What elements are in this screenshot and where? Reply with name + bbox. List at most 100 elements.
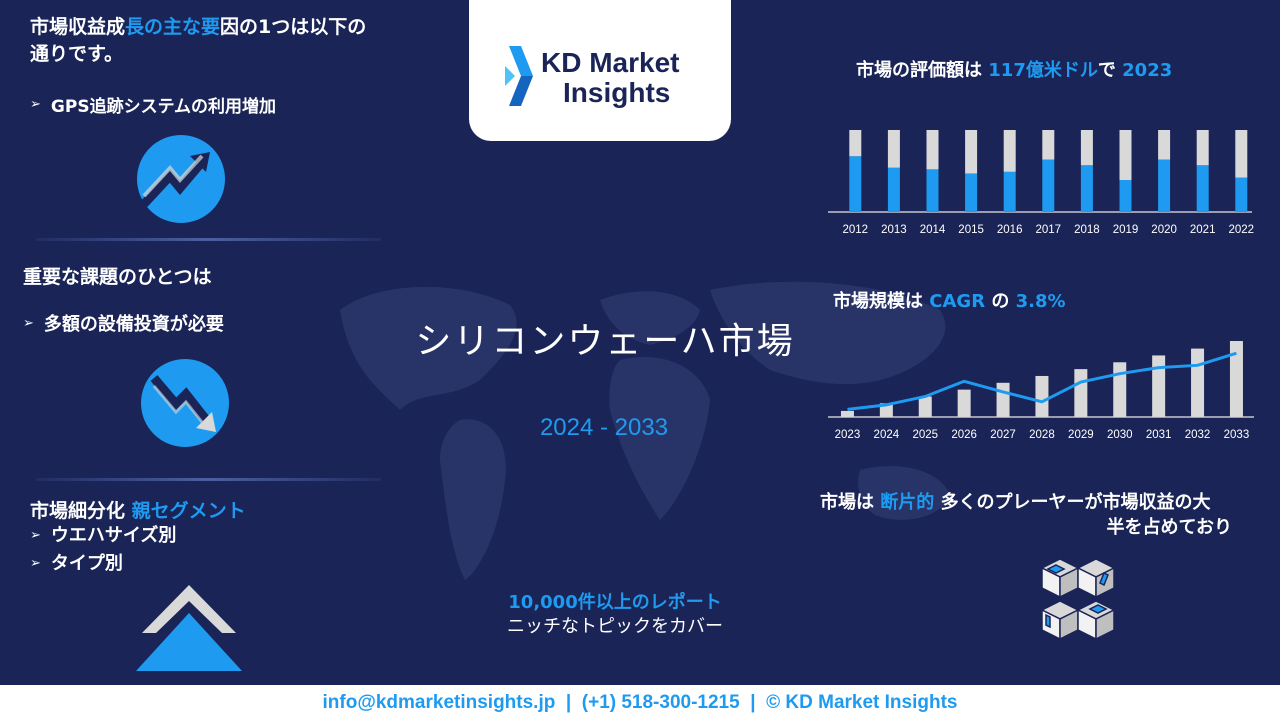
- x-tick-label: 2033: [1224, 429, 1250, 441]
- cagr-heading: 市場規模は CAGR の 3.8%: [833, 287, 1066, 313]
- bar-segment-blue: [1158, 159, 1171, 212]
- bar-segment-grey: [926, 130, 939, 170]
- bar-segment-grey: [1235, 130, 1248, 178]
- logo-line-1: KD Market: [541, 47, 680, 78]
- challenge-heading: 重要な課題のひとつは: [23, 266, 212, 288]
- bar-segment-grey: [1042, 130, 1055, 160]
- footer-contact[interactable]: info@kdmarketinsights.jp | (+1) 518-300-…: [322, 691, 958, 713]
- bar-segment-blue: [849, 156, 862, 212]
- bar-segment-blue: [1196, 165, 1209, 212]
- forecast-bar: [1113, 362, 1127, 417]
- frag-highlight: 断片的: [880, 492, 935, 513]
- x-tick-label: 2017: [1036, 224, 1062, 236]
- segment-item-label: ウエハサイズ別: [50, 525, 177, 546]
- bar-segment-blue: [965, 173, 978, 212]
- logo-card: KD Market Insights: [469, 0, 731, 141]
- bar-segment-grey: [1196, 130, 1209, 166]
- x-tick-label: 2028: [1029, 429, 1055, 441]
- forecast-bar: [1191, 348, 1205, 417]
- bar-segment-grey: [887, 130, 900, 168]
- driver-item-label: GPS追跡システムの利用増加: [50, 97, 277, 117]
- segment-heading-text: 市場細分化: [30, 500, 126, 522]
- cagr-value: 3.8%: [1015, 291, 1066, 312]
- x-tick-label: 2023: [835, 429, 861, 441]
- footer: info@kdmarketinsights.jp | (+1) 518-300-…: [0, 685, 1280, 720]
- x-tick-label: 2027: [990, 429, 1016, 441]
- x-tick-label: 2016: [997, 224, 1023, 236]
- kd-logo-mark-icon: [505, 46, 533, 106]
- x-tick-label: 2021: [1190, 224, 1216, 236]
- trend-up-icon: [137, 135, 225, 223]
- driver-item: ➢ GPS追跡システムの利用増加: [30, 92, 276, 117]
- forecast-bar: [1074, 369, 1088, 417]
- x-tick-label: 2020: [1151, 224, 1177, 236]
- x-tick-label: 2026: [951, 429, 977, 441]
- drivers-heading-highlight: 長の主な要: [125, 16, 221, 38]
- x-tick-label: 2013: [881, 224, 907, 236]
- forecast-bar: [1035, 375, 1049, 417]
- bar-segment-blue: [1119, 180, 1132, 212]
- x-tick-label: 2025: [912, 429, 938, 441]
- bar-segment-grey: [1119, 130, 1132, 181]
- bar-segment-blue: [1003, 171, 1016, 212]
- valuation-text: 市場の評価額は: [856, 60, 982, 81]
- driver-list: ➢ GPS追跡システムの利用増加: [30, 92, 276, 117]
- challenge-list: ➢ 多額の設備投資が必要: [23, 310, 224, 336]
- drivers-heading-text-3: 通りです。: [30, 43, 124, 65]
- page-title: シリコンウェーハ市場: [415, 321, 795, 362]
- segment-list: ➢ ウエハサイズ別 ➢ タイプ別: [30, 522, 176, 578]
- bar-segment-blue: [887, 167, 900, 212]
- bar-segment-blue: [1235, 177, 1248, 212]
- frag-text-2: 多くのプレーヤーが市場収益の大: [940, 492, 1211, 513]
- chevron-right-icon: ➢: [30, 528, 41, 543]
- trend-line: [847, 351, 1237, 411]
- x-tick-label: 2022: [1229, 224, 1255, 236]
- challenge-item: ➢ 多額の設備投資が必要: [23, 310, 224, 336]
- valuation-heading: 市場の評価額は 117億米ドルで 2023: [856, 56, 1172, 82]
- segment-heading-highlight: 親セグメント: [131, 500, 246, 522]
- forecast-bar: [840, 410, 854, 417]
- x-tick-label: 2030: [1107, 429, 1133, 441]
- frag-text: 市場は: [820, 492, 874, 513]
- valuation-year: 2023: [1122, 60, 1173, 81]
- forecast-bar: [918, 396, 932, 417]
- world-map-background: [340, 281, 950, 580]
- cagr-label: CAGR: [929, 291, 986, 312]
- forecast-bar-chart: 2023 2024 2025 2026 2027 2028 2029 2030 2031 2032…: [828, 341, 1254, 441]
- forecast-period: 2024 - 2033: [539, 414, 669, 441]
- drivers-heading-text: 市場収益成: [30, 16, 126, 38]
- drivers-heading: 市場収益成長の主な要因の1つは以下の 通りです。: [30, 14, 420, 68]
- x-tick-label: 2018: [1074, 224, 1100, 236]
- x-tick-label: 2019: [1113, 224, 1139, 236]
- challenge-item-label: 多額の設備投資が必要: [43, 314, 224, 335]
- chevron-right-icon: ➢: [30, 556, 41, 571]
- segment-item-label: タイプ別: [50, 553, 123, 574]
- triangle-up-icon: [136, 585, 242, 671]
- drivers-heading-text-2: 因の1つは以下の: [220, 16, 367, 38]
- valuation-text-2: で: [1097, 60, 1116, 81]
- x-tick-label: 2031: [1146, 429, 1172, 441]
- logo-line-2: Insights: [563, 77, 671, 108]
- chevron-right-icon: ➢: [23, 315, 34, 331]
- bar-segment-grey: [1003, 130, 1016, 172]
- valuation-value: 117億米ドル: [988, 60, 1098, 81]
- forecast-bar: [996, 382, 1010, 417]
- segment-item: ➢ タイプ別: [30, 550, 176, 578]
- bar-segment-grey: [965, 130, 978, 174]
- bar-segment-grey: [1158, 130, 1171, 160]
- frag-text-3: 半を占めており: [1106, 517, 1232, 538]
- logo-text: KD Market Insights: [541, 48, 679, 108]
- forecast-bar: [1152, 355, 1166, 417]
- segment-item: ➢ ウエハサイズ別: [30, 522, 176, 550]
- x-tick-label: 2032: [1185, 429, 1211, 441]
- bar-segment-grey: [1080, 130, 1093, 166]
- historical-bar-chart: 2012 2013 2014 2015 2016 2017 2018 2019 2020 2021…: [828, 130, 1255, 236]
- cagr-text-2: の: [991, 291, 1010, 312]
- bar-segment-blue: [1080, 165, 1093, 212]
- forecast-bar: [1229, 341, 1243, 417]
- separator: [36, 478, 381, 481]
- bar-segment-grey: [849, 130, 862, 157]
- cubes-icon: [1040, 558, 1116, 641]
- forecast-bar: [957, 389, 971, 417]
- segment-heading: 市場細分化 親セグメント: [30, 496, 246, 523]
